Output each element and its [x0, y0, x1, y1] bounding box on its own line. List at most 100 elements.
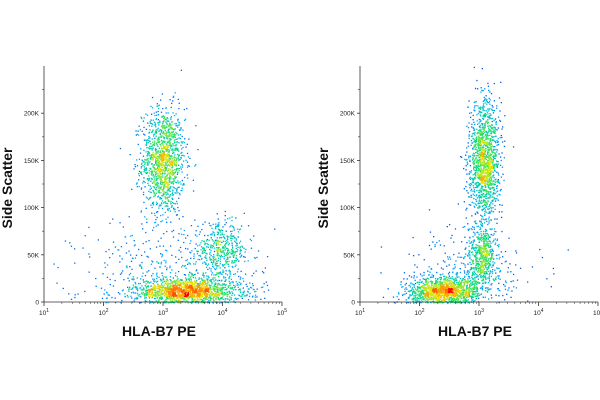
event-point: [447, 302, 450, 304]
event-point: [200, 286, 203, 288]
event-point: [165, 262, 167, 264]
event-point: [165, 126, 168, 128]
event-point: [172, 186, 174, 188]
event-point: [131, 278, 133, 280]
event-point: [495, 135, 497, 137]
event-point: [219, 263, 221, 265]
event-point: [155, 176, 157, 178]
event-point: [470, 171, 472, 174]
event-point: [487, 113, 489, 115]
event-point: [147, 141, 150, 144]
event-point: [412, 283, 414, 285]
event-point: [112, 218, 114, 220]
event-point: [176, 276, 178, 278]
event-point: [166, 268, 168, 271]
event-point: [500, 188, 502, 191]
event-point: [486, 193, 488, 195]
event-point: [171, 172, 173, 175]
event-point: [171, 124, 173, 126]
event-point: [224, 276, 227, 279]
event-point: [150, 285, 152, 287]
event-point: [190, 281, 192, 283]
event-point: [137, 143, 139, 146]
event-point: [474, 213, 477, 215]
event-point: [190, 278, 192, 280]
event-point: [237, 246, 239, 248]
event-point: [412, 300, 414, 302]
event-point: [484, 275, 486, 277]
event-point: [177, 192, 179, 194]
event-point: [165, 168, 168, 170]
event-point: [497, 277, 500, 279]
event-point: [177, 164, 180, 166]
event-point: [174, 157, 176, 159]
event-point: [228, 277, 230, 280]
event-point: [443, 275, 445, 278]
event-point: [173, 302, 176, 304]
event-point: [165, 191, 167, 194]
event-point: [199, 290, 202, 293]
event-point: [219, 229, 221, 232]
event-point: [454, 283, 457, 286]
event-point: [150, 187, 152, 189]
event-point: [464, 266, 466, 268]
event-point: [216, 287, 218, 290]
event-point: [146, 287, 148, 289]
event-point: [480, 196, 483, 198]
event-point: [489, 115, 491, 117]
event-point: [177, 292, 179, 294]
event-point: [140, 148, 142, 150]
event-point: [179, 137, 181, 140]
event-point: [145, 172, 147, 174]
event-point: [470, 204, 472, 206]
event-point: [478, 282, 480, 284]
event-point: [183, 289, 185, 291]
event-point: [228, 263, 230, 265]
event-point: [186, 285, 189, 287]
event-point: [178, 154, 181, 156]
event-point: [181, 290, 183, 292]
event-point: [117, 249, 119, 251]
event-point: [152, 166, 154, 168]
event-point: [227, 258, 229, 260]
event-point: [167, 156, 170, 158]
event-point: [181, 189, 183, 192]
event-point: [167, 294, 169, 296]
event-point: [486, 205, 488, 208]
event-point: [419, 298, 421, 300]
event-point: [531, 266, 534, 268]
event-point: [471, 126, 473, 128]
event-point: [146, 164, 148, 166]
event-point: [210, 261, 213, 263]
event-point: [155, 292, 158, 294]
event-point: [176, 173, 179, 175]
event-point: [449, 258, 452, 260]
event-point: [158, 299, 160, 301]
event-point: [167, 282, 169, 284]
event-point: [160, 290, 162, 292]
event-point: [194, 291, 196, 294]
event-point: [231, 248, 234, 250]
event-point: [231, 250, 233, 252]
event-point: [488, 220, 490, 222]
event-point: [466, 287, 468, 289]
event-point: [150, 196, 152, 199]
event-point: [168, 291, 170, 293]
event-point: [492, 278, 494, 280]
event-point: [155, 143, 157, 145]
event-point: [163, 295, 166, 297]
event-point: [144, 251, 146, 253]
event-point: [126, 265, 128, 267]
event-point: [162, 169, 164, 171]
event-point: [499, 290, 501, 292]
event-point: [159, 129, 161, 131]
event-point: [169, 179, 171, 181]
event-point: [233, 294, 236, 296]
event-point: [152, 189, 154, 192]
event-point: [166, 187, 169, 189]
event-point: [158, 124, 160, 126]
event-point: [181, 294, 183, 296]
event-point: [165, 197, 167, 199]
event-point: [492, 207, 494, 209]
